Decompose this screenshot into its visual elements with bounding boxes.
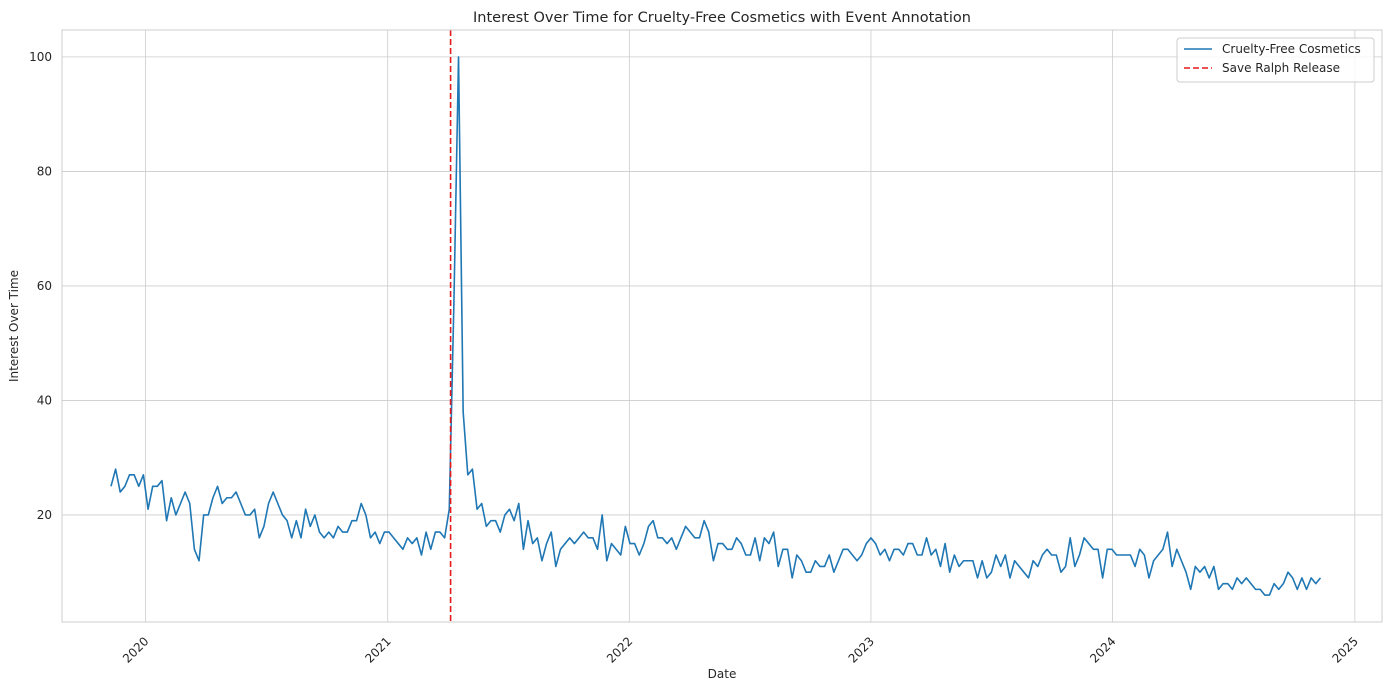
legend-entry-series: Cruelty-Free Cosmetics bbox=[1222, 42, 1361, 56]
y-axis-label: Interest Over Time bbox=[7, 270, 21, 382]
series-line-cruelty-free-cosmetics bbox=[110, 56, 1322, 596]
legend-entry-event: Save Ralph Release bbox=[1222, 61, 1340, 75]
x-axis-label: Date bbox=[708, 667, 737, 681]
y-tick-label: 60 bbox=[37, 279, 52, 293]
y-tick-label: 80 bbox=[37, 164, 52, 178]
y-tick-label: 40 bbox=[37, 393, 52, 407]
chart-title: Interest Over Time for Cruelty-Free Cosm… bbox=[473, 10, 971, 26]
plot-area bbox=[110, 30, 1322, 622]
legend: Cruelty-Free Cosmetics Save Ralph Releas… bbox=[1176, 37, 1375, 83]
y-tick-label: 20 bbox=[37, 508, 52, 522]
y-axis: 20 40 60 80 100 bbox=[29, 50, 52, 522]
plot-frame bbox=[61, 29, 1383, 623]
grid bbox=[62, 30, 1382, 622]
y-tick-label: 100 bbox=[29, 50, 52, 64]
legend-box bbox=[1176, 37, 1375, 83]
